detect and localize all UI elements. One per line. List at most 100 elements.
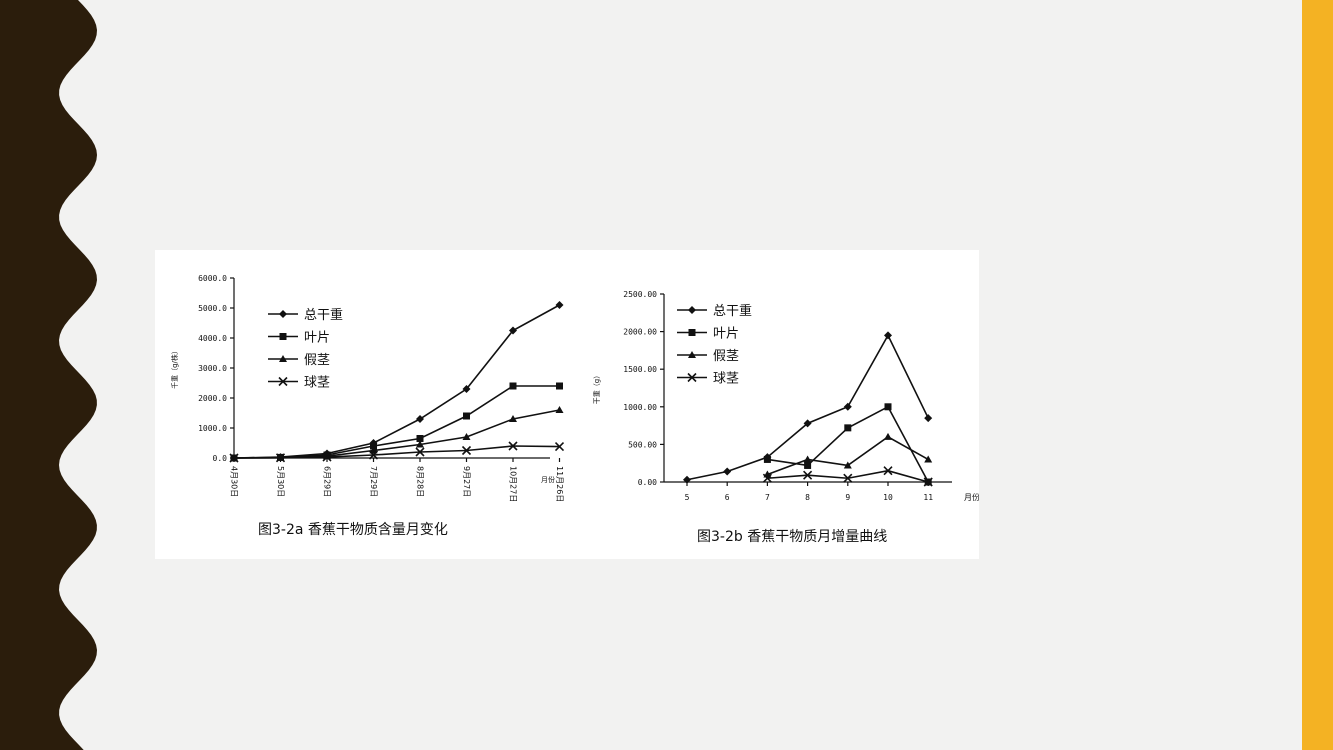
cross-stroke xyxy=(687,372,697,383)
chart-b-x-axis-label: 月份 xyxy=(964,492,979,502)
cross-stroke xyxy=(843,473,853,483)
cross-stroke xyxy=(883,466,893,476)
chart-a-data-point xyxy=(555,406,564,413)
chart-b-series-line-2 xyxy=(767,435,929,476)
chart-a-data-point xyxy=(461,445,472,456)
chart-a-data-point xyxy=(416,435,424,442)
chart-b-caption: 图3-2b 香蕉干物质月增量曲线 xyxy=(697,529,887,545)
chart-b-data-point xyxy=(843,402,852,411)
chart-a-series-line-2 xyxy=(233,409,560,459)
cross-stroke xyxy=(461,445,472,456)
chart-a-data-point xyxy=(556,382,563,390)
chart-b-x-tick-label: 7 xyxy=(765,493,770,502)
chart-b-legend-marker xyxy=(688,329,696,336)
cross-stroke xyxy=(229,453,239,463)
chart-a-data-point xyxy=(370,442,377,450)
chart-b-series-line-1 xyxy=(767,405,929,483)
chart-a-data-point xyxy=(462,385,471,393)
chart-b-legend-marker xyxy=(688,351,696,358)
chart-a-data-point xyxy=(322,452,332,462)
chart-a-x-tick-label: 8月28日 xyxy=(416,466,425,497)
chart-a-data-point xyxy=(229,453,239,463)
chart-b-y-axis-label: 干重（g） xyxy=(593,372,601,404)
chart-b-legend-label: 叶片 xyxy=(713,327,739,342)
right-accent-band xyxy=(1302,0,1333,750)
chart-a-data-point xyxy=(509,415,517,422)
chart-a-legend-label: 球茎 xyxy=(304,376,330,391)
chart-b-x-tick-label: 9 xyxy=(845,493,850,502)
chart-b-series-line-3 xyxy=(767,469,929,483)
chart-a-data-point xyxy=(275,453,286,463)
chart-b-y-tick-label: 0.00 xyxy=(638,478,657,487)
chart-a-data-point xyxy=(508,441,518,451)
chart-b-data-point xyxy=(683,475,691,484)
chart-b-data-point xyxy=(843,461,852,469)
chart-a-x-tick-label: 9月27日 xyxy=(462,466,471,497)
chart-a-x-tick-label: 7月29日 xyxy=(369,466,378,497)
cross-stroke xyxy=(923,477,933,487)
chart-a-x-tick-label: 10月27日 xyxy=(509,466,518,502)
chart-b-legend-marker xyxy=(688,306,696,314)
chart-b-x-tick-label: 8 xyxy=(805,493,810,502)
chart-b-data-point xyxy=(844,424,852,432)
chart-a-data-point xyxy=(554,442,565,452)
chart-a-y-tick-label: 1000.0 xyxy=(198,424,227,433)
chart-a-legend-marker xyxy=(279,333,287,340)
chart-b-data-point xyxy=(843,473,853,483)
chart-a-data-point xyxy=(415,447,425,457)
chart-a-y-axis-label: 千重（g/株） xyxy=(170,347,179,389)
cross-stroke xyxy=(415,447,425,457)
cross-stroke xyxy=(762,473,772,483)
chart-a-data-point xyxy=(462,433,471,440)
chart-b-data-point xyxy=(804,461,812,469)
chart-a-legend-marker xyxy=(279,355,287,362)
chart-b-data-point xyxy=(803,419,812,428)
chart-a-y-tick-label: 2000.0 xyxy=(198,394,227,403)
chart-monthly-content: 0.0 1000.0 2000.0 3000.0 4000.0 5000.0 6000.0 4… xyxy=(170,274,565,538)
chart-a-y-tick-label: 4000.0 xyxy=(198,334,227,343)
figure-panel: 0.0 1000.0 2000.0 3000.0 4000.0 5000.0 6000.0 4… xyxy=(155,250,979,559)
chart-b-data-point xyxy=(883,466,893,476)
chart-a-x-tick-label: 5月30日 xyxy=(276,466,285,497)
left-wavy-band xyxy=(0,0,97,750)
chart-b-legend-label: 球茎 xyxy=(713,372,739,387)
chart-a-x-tick-label: 6月29日 xyxy=(323,466,332,497)
chart-a-series-line-3 xyxy=(233,445,560,459)
chart-b-data-point xyxy=(884,432,892,440)
chart-a-data-point xyxy=(416,415,424,423)
cross-stroke xyxy=(508,441,518,451)
cross-stroke xyxy=(368,450,379,460)
chart-monthly-increment: 0.00 500.00 1000.00 1500.00 2000.00 2500.00 5 6… xyxy=(593,290,979,545)
chart-a-x-extra-label: 月份 xyxy=(541,475,555,484)
chart-a-caption: 图3-2a 香蕉干物质含量月变化 xyxy=(258,522,448,538)
chart-a-legend-marker xyxy=(278,376,288,387)
chart-b-x-tick-label: 5 xyxy=(685,493,690,502)
chart-b-y-tick-label: 2000.00 xyxy=(623,328,657,337)
chart-a-legend-marker xyxy=(279,310,287,318)
chart-b-y-tick-label: 1500.00 xyxy=(623,365,657,374)
cross-stroke xyxy=(275,453,286,463)
cross-stroke xyxy=(278,376,288,387)
chart-a-y-tick-label: 5000.0 xyxy=(198,304,227,313)
chart-b-legend-label: 总干重 xyxy=(713,303,752,319)
chart-b-y-tick-label: 500.00 xyxy=(628,440,657,449)
chart-b-y-tick-label: 2500.00 xyxy=(623,290,657,299)
chart-b-data-point xyxy=(763,455,771,463)
chart-a-y-tick-label: 6000.0 xyxy=(198,274,227,283)
chart-a-x-tick-label: 11月26日 xyxy=(555,466,564,502)
cross-stroke xyxy=(554,442,565,452)
chart-b-data-point xyxy=(923,477,933,487)
chart-a-y-tick-label: 0.0 xyxy=(213,454,228,463)
chart-b-data-point xyxy=(924,455,933,463)
chart-b-x-tick-label: 10 xyxy=(883,493,893,502)
chart-a-data-point xyxy=(555,301,564,309)
chart-a-legend-label: 叶片 xyxy=(304,331,330,346)
chart-a-legend-label: 假茎 xyxy=(304,353,330,368)
cross-stroke xyxy=(803,470,813,480)
chart-a-data-point xyxy=(509,326,517,335)
chart-a-data-point xyxy=(509,382,517,390)
chart-b-data-point xyxy=(762,473,772,483)
chart-b-x-tick-label: 6 xyxy=(725,493,730,502)
chart-b-data-point xyxy=(803,470,813,480)
chart-b-data-point xyxy=(884,331,892,340)
